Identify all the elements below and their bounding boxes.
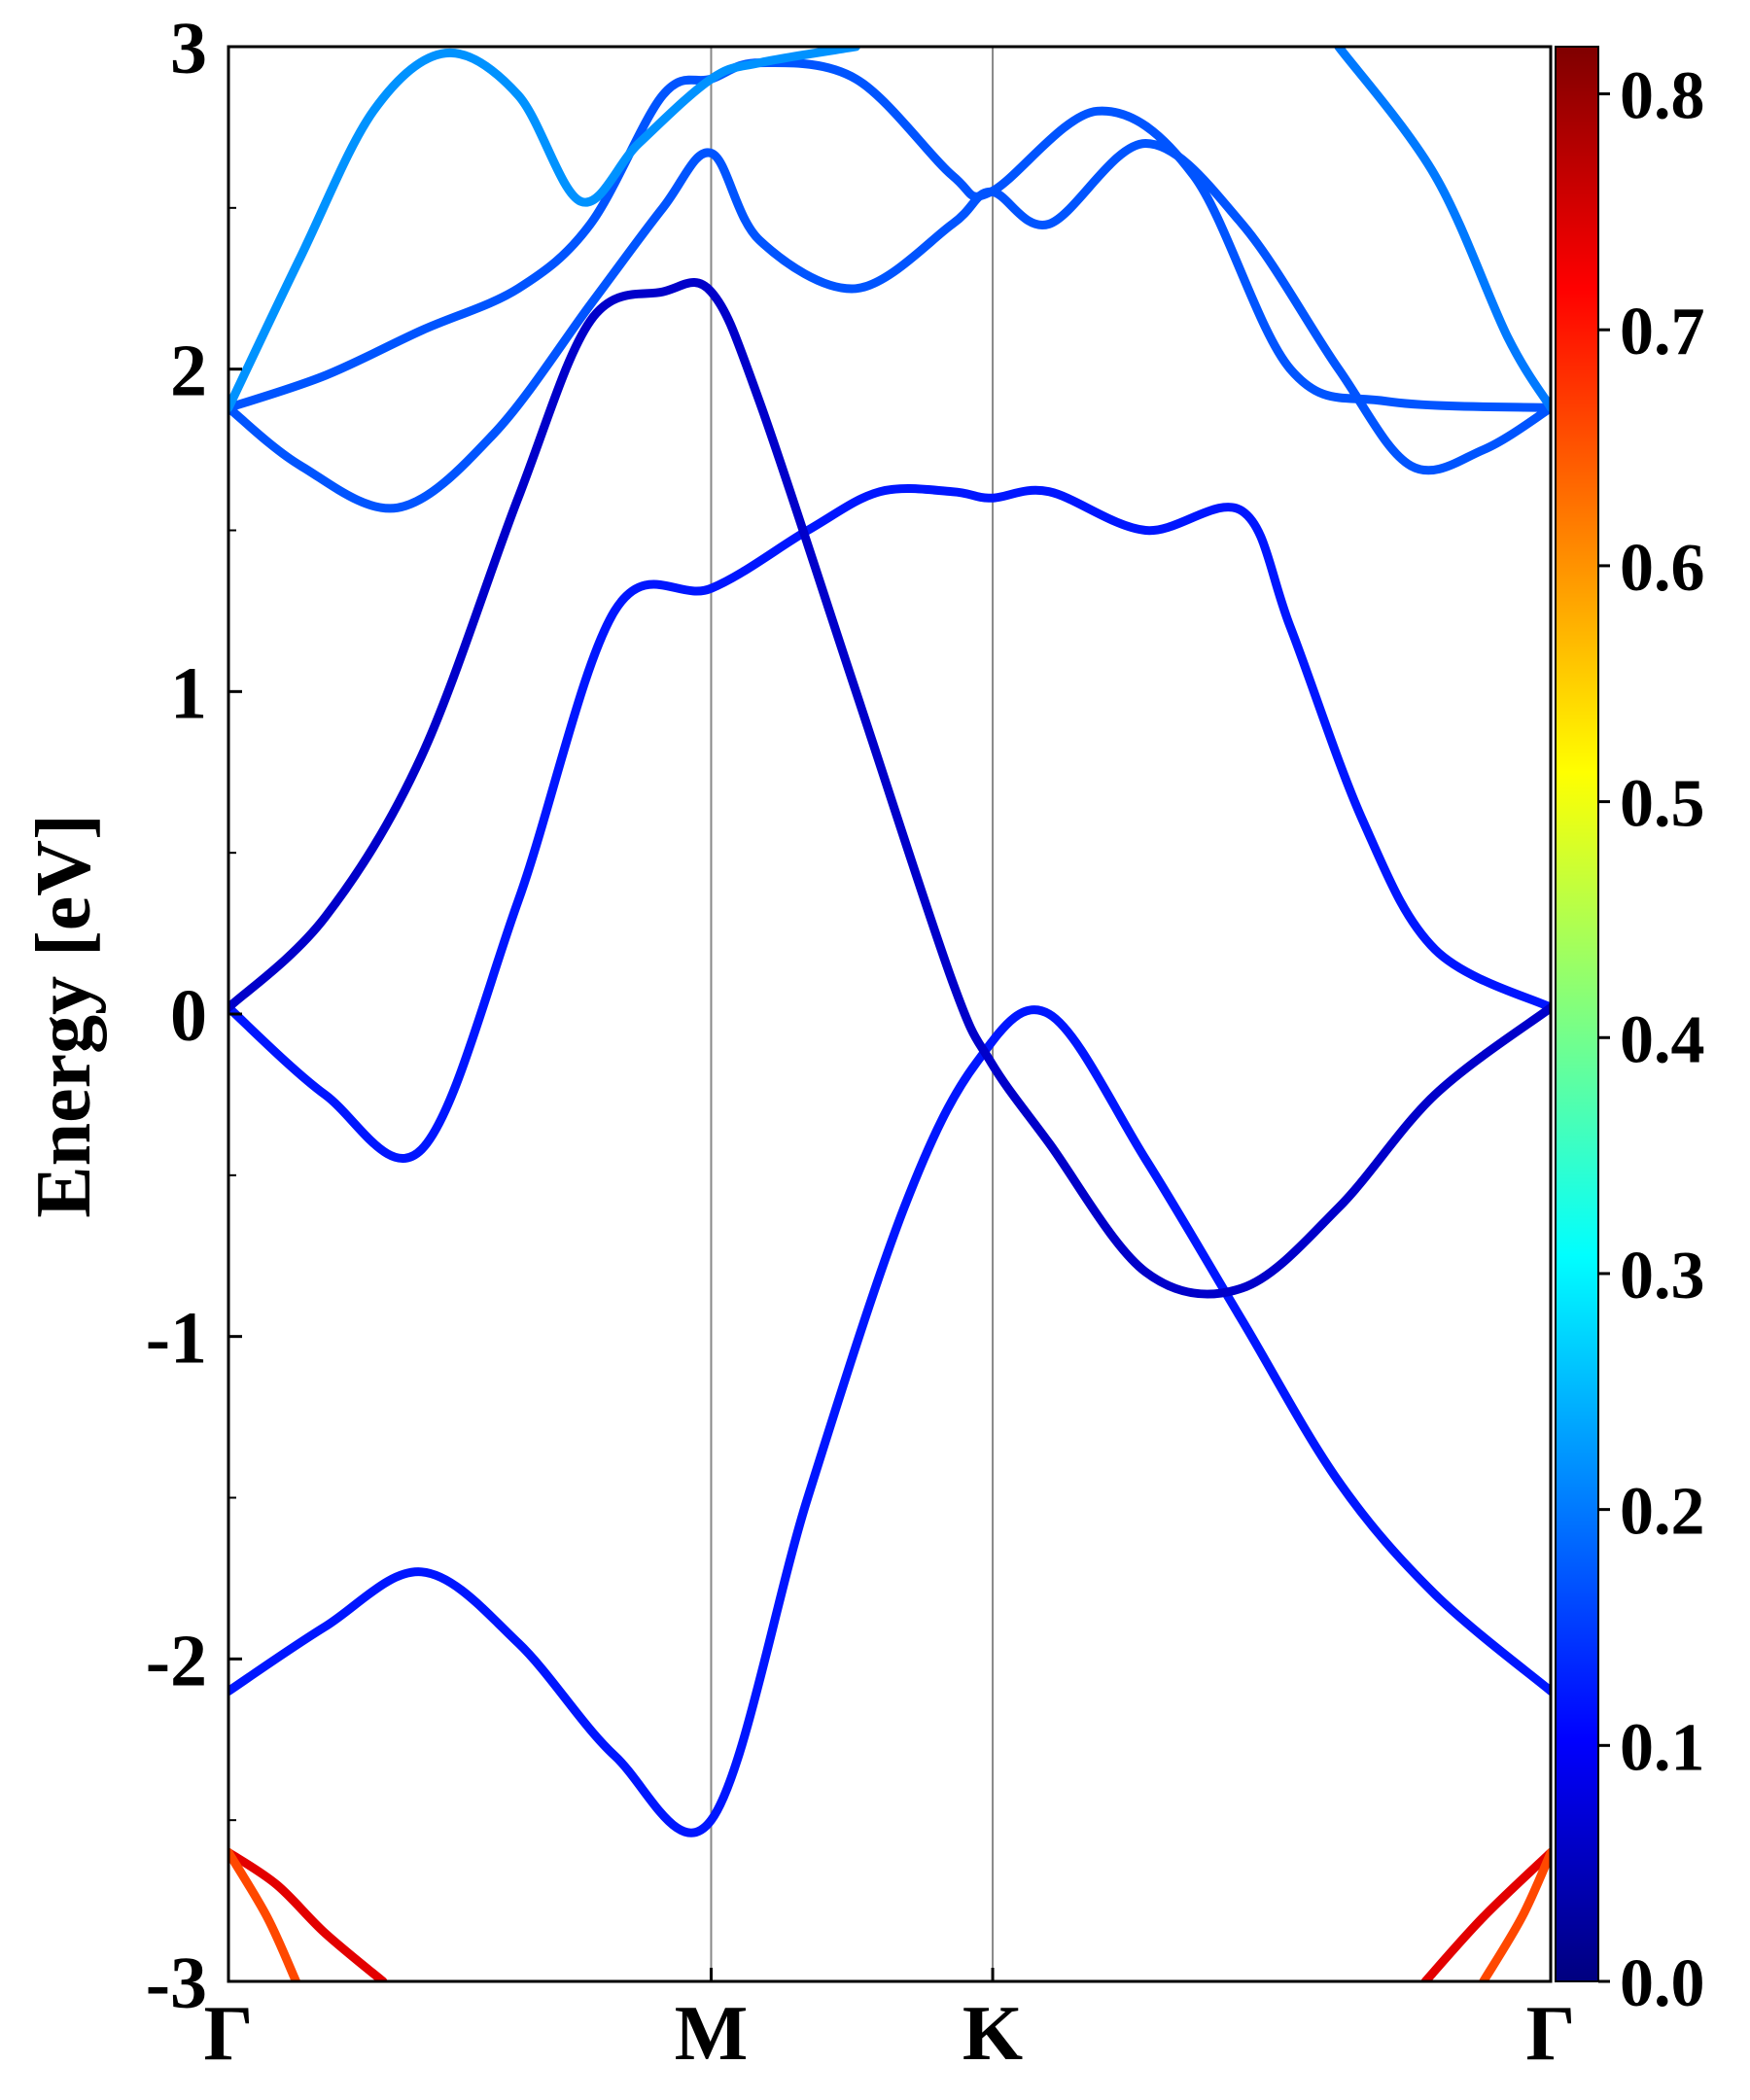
x-tick-label: M — [675, 1991, 749, 2077]
band-line-1 — [228, 1005, 1551, 1838]
band-lines — [228, 47, 1551, 1981]
colorbar-gradient — [1555, 46, 1599, 1982]
y-tick-label: 2 — [170, 331, 207, 412]
plot-frame — [227, 45, 1553, 1983]
band-line-11 — [1479, 1847, 1551, 1981]
band-line-3 — [228, 278, 1551, 1299]
band-line-2 — [228, 484, 1551, 1163]
y-tick-label: 3 — [170, 8, 207, 89]
band-line-9 — [228, 1847, 300, 1981]
x-tick-label: Γ — [204, 1991, 254, 2077]
colorbar-tick-label: 0.3 — [1620, 1239, 1705, 1313]
colorbar-tick-label: 0.4 — [1620, 1002, 1705, 1077]
colorbar-tick-label: 0.1 — [1620, 1710, 1705, 1785]
colorbar-tick-label: 0.7 — [1620, 295, 1705, 369]
y-axis-ticks: -3 -2 -1 0 1 2 3 — [146, 8, 242, 2024]
band-line-7 — [1334, 47, 1551, 412]
band-line-4 — [228, 139, 1551, 513]
x-tick-label: Γ — [1526, 1991, 1576, 2077]
y-tick-label: 1 — [170, 652, 207, 734]
band-line-5 — [228, 57, 1551, 412]
colorbar-ticks: 0.0 0.1 0.2 0.3 0.4 0.5 0.6 0.7 0.8 — [1598, 59, 1705, 2021]
kpath-dividers — [710, 47, 995, 1981]
y-tick-label: 0 — [170, 975, 207, 1057]
y-tick-label: -1 — [146, 1298, 207, 1380]
band-line-6 — [228, 47, 860, 412]
y-axis-label: Energy [eV] — [21, 814, 107, 1217]
y-tick-label: -2 — [146, 1620, 207, 1701]
plot-area: -3 -2 -1 0 1 2 3 Γ M K Γ — [146, 8, 1576, 2077]
colorbar-tick-label: 0.8 — [1620, 59, 1705, 134]
colorbar-tick-label: 0.2 — [1620, 1475, 1705, 1550]
colorbar-tick-label: 0.6 — [1620, 531, 1705, 606]
x-tick-label: K — [962, 1991, 1023, 2077]
band-line-10 — [1420, 1847, 1551, 1981]
band-line-8 — [228, 1847, 388, 1981]
colorbar: 0.0 0.1 0.2 0.3 0.4 0.5 0.6 0.7 0.8 — [1555, 46, 1705, 2021]
colorbar-tick-label: 0.0 — [1620, 1946, 1705, 2021]
y-tick-label: -3 — [146, 1942, 207, 2024]
colorbar-tick-label: 0.5 — [1620, 767, 1705, 842]
